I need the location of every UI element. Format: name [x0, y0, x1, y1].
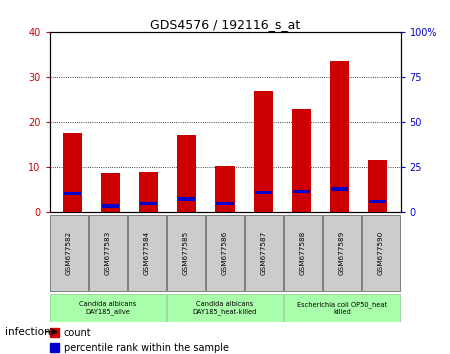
Text: percentile rank within the sample: percentile rank within the sample: [64, 343, 229, 353]
Bar: [50, 215, 88, 291]
Text: Escherichia coli OP50_heat
killed: Escherichia coli OP50_heat killed: [297, 301, 387, 315]
Bar: [178, 197, 195, 201]
Bar: [64, 192, 81, 195]
Text: count: count: [64, 328, 91, 338]
Bar: [206, 215, 244, 291]
Bar: [63, 133, 82, 212]
Text: GSM677584: GSM677584: [144, 231, 150, 275]
Bar: [216, 201, 234, 205]
Bar: [284, 295, 400, 321]
Bar: [245, 215, 283, 291]
Bar: [50, 328, 59, 337]
Text: Candida albicans
DAY185_alive: Candida albicans DAY185_alive: [79, 301, 137, 315]
Bar: [284, 215, 322, 291]
Text: GSM677587: GSM677587: [261, 231, 267, 275]
Bar: [167, 215, 205, 291]
Text: GSM677588: GSM677588: [300, 231, 306, 275]
Text: infection: infection: [4, 327, 50, 337]
Bar: [167, 295, 283, 321]
Text: GSM677589: GSM677589: [339, 231, 345, 275]
Bar: [101, 173, 120, 212]
Bar: [89, 215, 127, 291]
Bar: [368, 160, 387, 212]
Bar: [331, 187, 348, 191]
Bar: [369, 200, 386, 203]
Bar: [330, 61, 349, 212]
Text: GSM677586: GSM677586: [222, 231, 228, 275]
Bar: [254, 91, 273, 212]
Text: GSM677582: GSM677582: [66, 231, 72, 275]
Bar: [50, 343, 59, 353]
Text: GSM677590: GSM677590: [378, 231, 384, 275]
Bar: [255, 191, 272, 194]
Text: Candida albicans
DAY185_heat-killed: Candida albicans DAY185_heat-killed: [193, 301, 257, 315]
Bar: [139, 172, 158, 212]
Title: GDS4576 / 192116_s_at: GDS4576 / 192116_s_at: [150, 18, 300, 31]
Bar: [102, 204, 119, 208]
Text: GSM677583: GSM677583: [105, 231, 111, 275]
Text: GSM677585: GSM677585: [183, 231, 189, 275]
Bar: [292, 190, 310, 193]
Bar: [362, 215, 400, 291]
Bar: [177, 135, 196, 212]
Bar: [140, 201, 157, 205]
Bar: [216, 166, 234, 212]
Bar: [323, 215, 361, 291]
Bar: [50, 295, 166, 321]
Bar: [292, 109, 311, 212]
Bar: [128, 215, 166, 291]
